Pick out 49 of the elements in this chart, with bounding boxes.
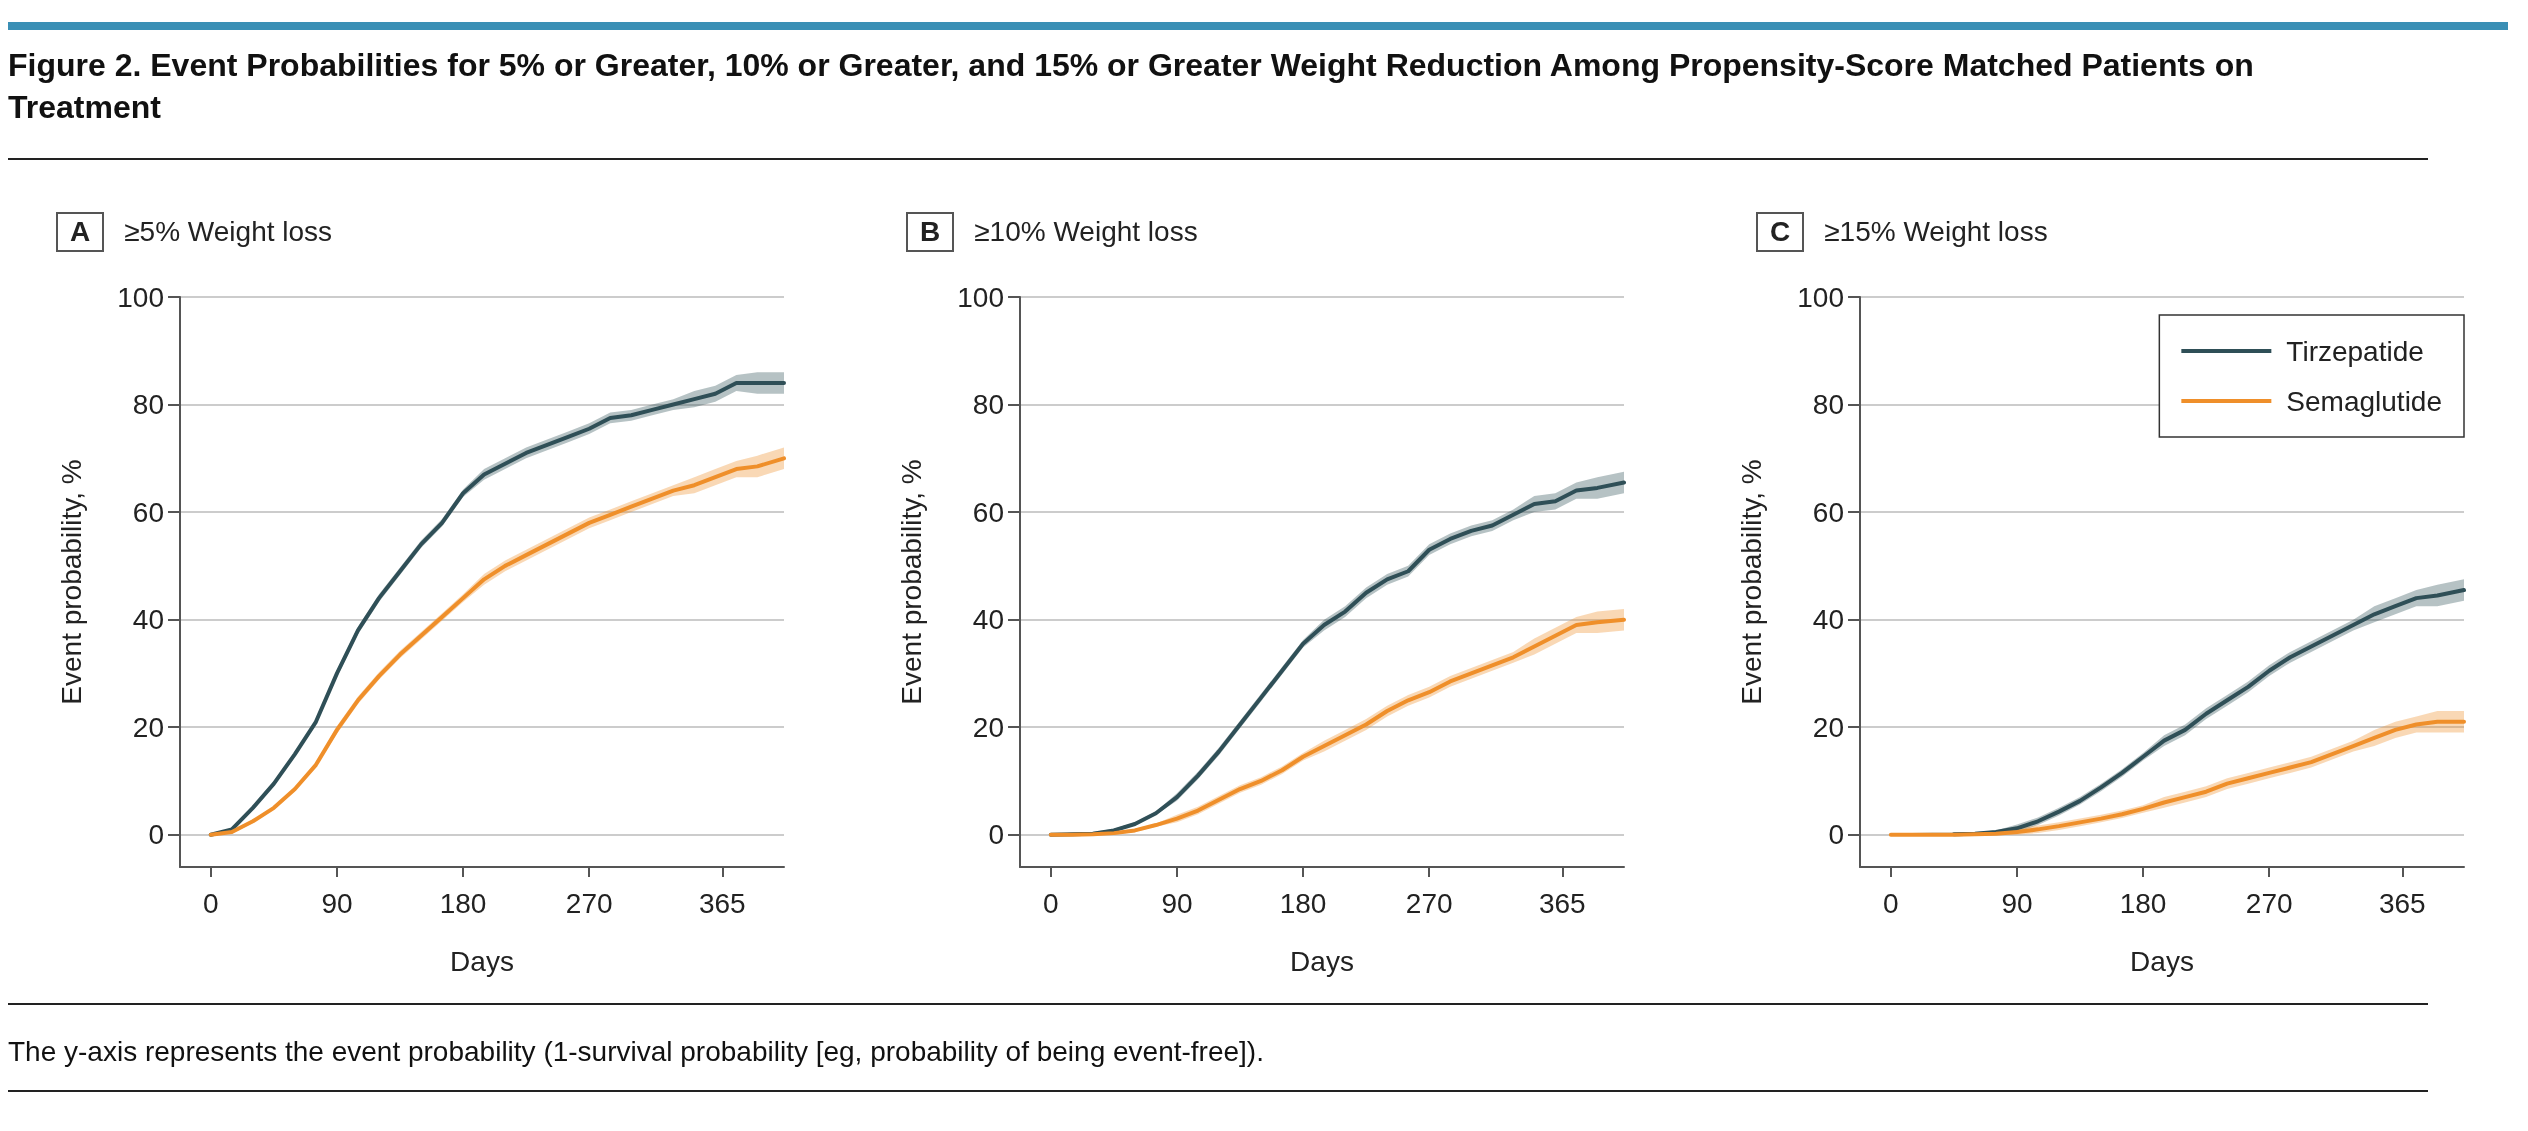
x-tick-label: 90 [321, 887, 353, 919]
chart-title: ≥5% Weight loss [124, 216, 333, 248]
y-tick-label: 100 [1797, 281, 1844, 313]
x-axis-title: Days [2130, 945, 2194, 977]
text: The y-axis represents the event probability (1-survival probability [eg, probability of being event-free]). [8, 1036, 1264, 1068]
y-tick-label: 60 [132, 496, 164, 528]
legend-label: Semaglutide [2286, 385, 2442, 417]
y-tick-label: 20 [132, 711, 164, 743]
y-tick-label: 100 [117, 281, 164, 313]
x-tick-label: 90 [2001, 887, 2033, 919]
y-tick-label: 80 [972, 389, 1004, 421]
x-tick-label: 365 [2378, 887, 2426, 919]
x-tick-label: 180 [439, 887, 487, 919]
chart-subtitle: B [906, 212, 955, 252]
chart-subtitle: A [56, 212, 105, 252]
chart-title: ≥15% Weight loss [1824, 216, 2048, 248]
y-tick-label: 40 [1812, 604, 1844, 636]
y-axis-title: Event probability, % [895, 459, 927, 705]
x-tick-label: 0 [1883, 887, 1899, 919]
x-axis-title: Days [1290, 945, 1354, 977]
y-tick-label: 0 [1828, 819, 1844, 851]
y-tick-label: 80 [1812, 389, 1844, 421]
chart-subtitle: C [1756, 212, 1805, 252]
x-tick-label: 365 [698, 887, 746, 919]
x-tick-label: 270 [2245, 887, 2293, 919]
y-tick-label: 80 [132, 389, 164, 421]
x-tick-label: 270 [565, 887, 613, 919]
y-tick-label: 60 [1812, 496, 1844, 528]
y-tick-label: 20 [972, 711, 1004, 743]
y-tick-label: 40 [132, 604, 164, 636]
chart-title: ≥10% Weight loss [974, 216, 1198, 248]
y-tick-label: 0 [148, 819, 164, 851]
x-tick-label: 0 [203, 887, 219, 919]
y-tick-label: 40 [972, 604, 1004, 636]
x-tick-label: 180 [1279, 887, 1327, 919]
y-tick-label: 100 [957, 281, 1004, 313]
y-tick-label: 60 [972, 496, 1004, 528]
x-axis-title: Days [450, 945, 514, 977]
legend-label: Tirzepatide [2286, 335, 2424, 367]
x-tick-label: 365 [1538, 887, 1586, 919]
y-axis-title: Event probability, % [1735, 459, 1767, 705]
x-tick-label: 270 [1405, 887, 1453, 919]
x-tick-label: 180 [2119, 887, 2167, 919]
x-tick-label: 0 [1043, 887, 1059, 919]
x-tick-label: 90 [1161, 887, 1193, 919]
y-tick-label: 20 [1812, 711, 1844, 743]
y-axis-title: Event probability, % [55, 459, 87, 705]
y-tick-label: 0 [988, 819, 1004, 851]
caption: Figure 2. Event Probabilities for 5% or Greater, 10% or Greater, and 15% or Greater Weight Reduction Among Propensity-Score Matched Patients on Treatment [8, 46, 2255, 127]
